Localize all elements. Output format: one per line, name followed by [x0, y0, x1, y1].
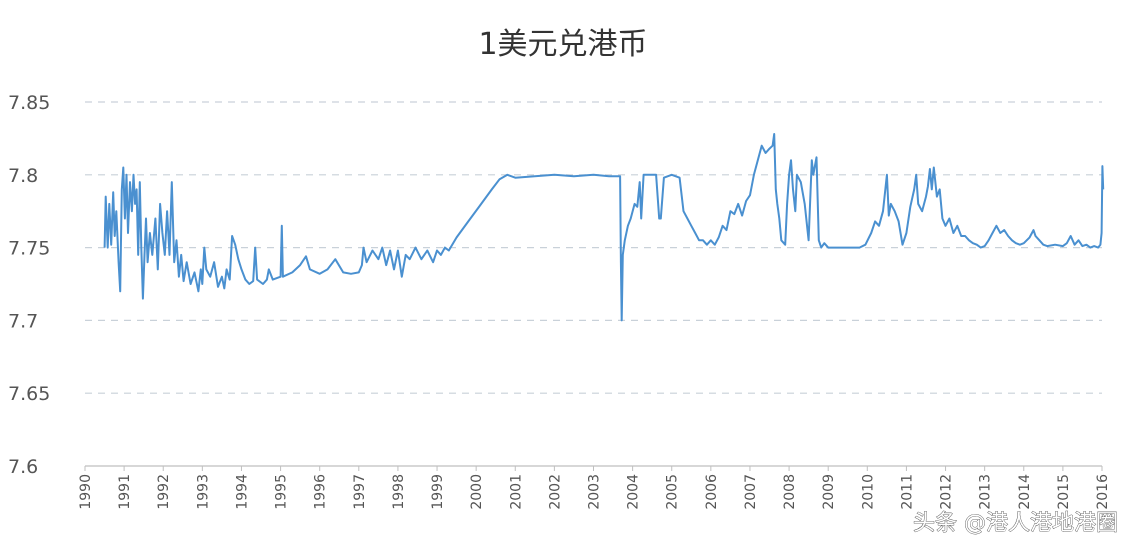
- x-tick-label: 2006: [704, 474, 720, 510]
- x-tick-label: 1996: [313, 474, 329, 510]
- x-tick-label: 2013: [978, 474, 994, 510]
- series-line: [103, 133, 1105, 322]
- x-tick-label: 2002: [547, 474, 563, 510]
- x-tick-label: 2008: [782, 474, 798, 510]
- chart-title: 1美元兑港币: [478, 27, 647, 62]
- x-tick-label: 2004: [626, 474, 642, 510]
- x-tick-label: 1991: [117, 474, 133, 510]
- x-tick-label: 1997: [352, 474, 368, 510]
- series-layer: [103, 133, 1105, 322]
- x-tick-label: 1993: [195, 474, 211, 510]
- x-tick-label: 1994: [234, 474, 250, 510]
- y-tick-label: 7.6: [8, 456, 38, 478]
- x-tick-label: 2007: [743, 474, 759, 510]
- x-axis-ticks: 1990 1991 1992 1993 1994 1995 1996 1997 1998 1999…: [78, 466, 1111, 510]
- x-tick-label: 2015: [1056, 474, 1072, 510]
- y-tick-label: 7.75: [8, 238, 50, 260]
- x-tick-label: 1992: [156, 474, 172, 510]
- y-axis-ticks: 7.85 7.8 7.75 7.7 7.65 7.6: [8, 92, 50, 478]
- x-tick-label: 2009: [821, 474, 837, 510]
- x-tick-label: 1998: [391, 474, 407, 510]
- x-tick-label: 2016: [1095, 474, 1111, 510]
- x-tick-label: 2003: [587, 474, 603, 510]
- grid-lines: [85, 101, 1102, 467]
- x-tick-label: 1990: [78, 474, 94, 510]
- x-tick-label: 2001: [508, 474, 524, 510]
- x-tick-label: 2014: [1017, 474, 1033, 510]
- y-tick-label: 7.7: [8, 310, 38, 332]
- x-tick-label: 1995: [274, 474, 290, 510]
- x-tick-label: 2000: [469, 474, 485, 510]
- y-tick-label: 7.8: [8, 165, 38, 187]
- y-tick-label: 7.85: [8, 92, 50, 114]
- x-tick-label: 1999: [430, 474, 446, 510]
- x-tick-label: 2012: [939, 474, 955, 510]
- x-tick-label: 2011: [899, 474, 915, 510]
- y-tick-label: 7.65: [8, 383, 50, 405]
- watermark-text: 头条 @港人港地港圈: [913, 511, 1118, 536]
- x-tick-label: 2005: [665, 474, 681, 510]
- x-tick-label: 2010: [860, 474, 876, 510]
